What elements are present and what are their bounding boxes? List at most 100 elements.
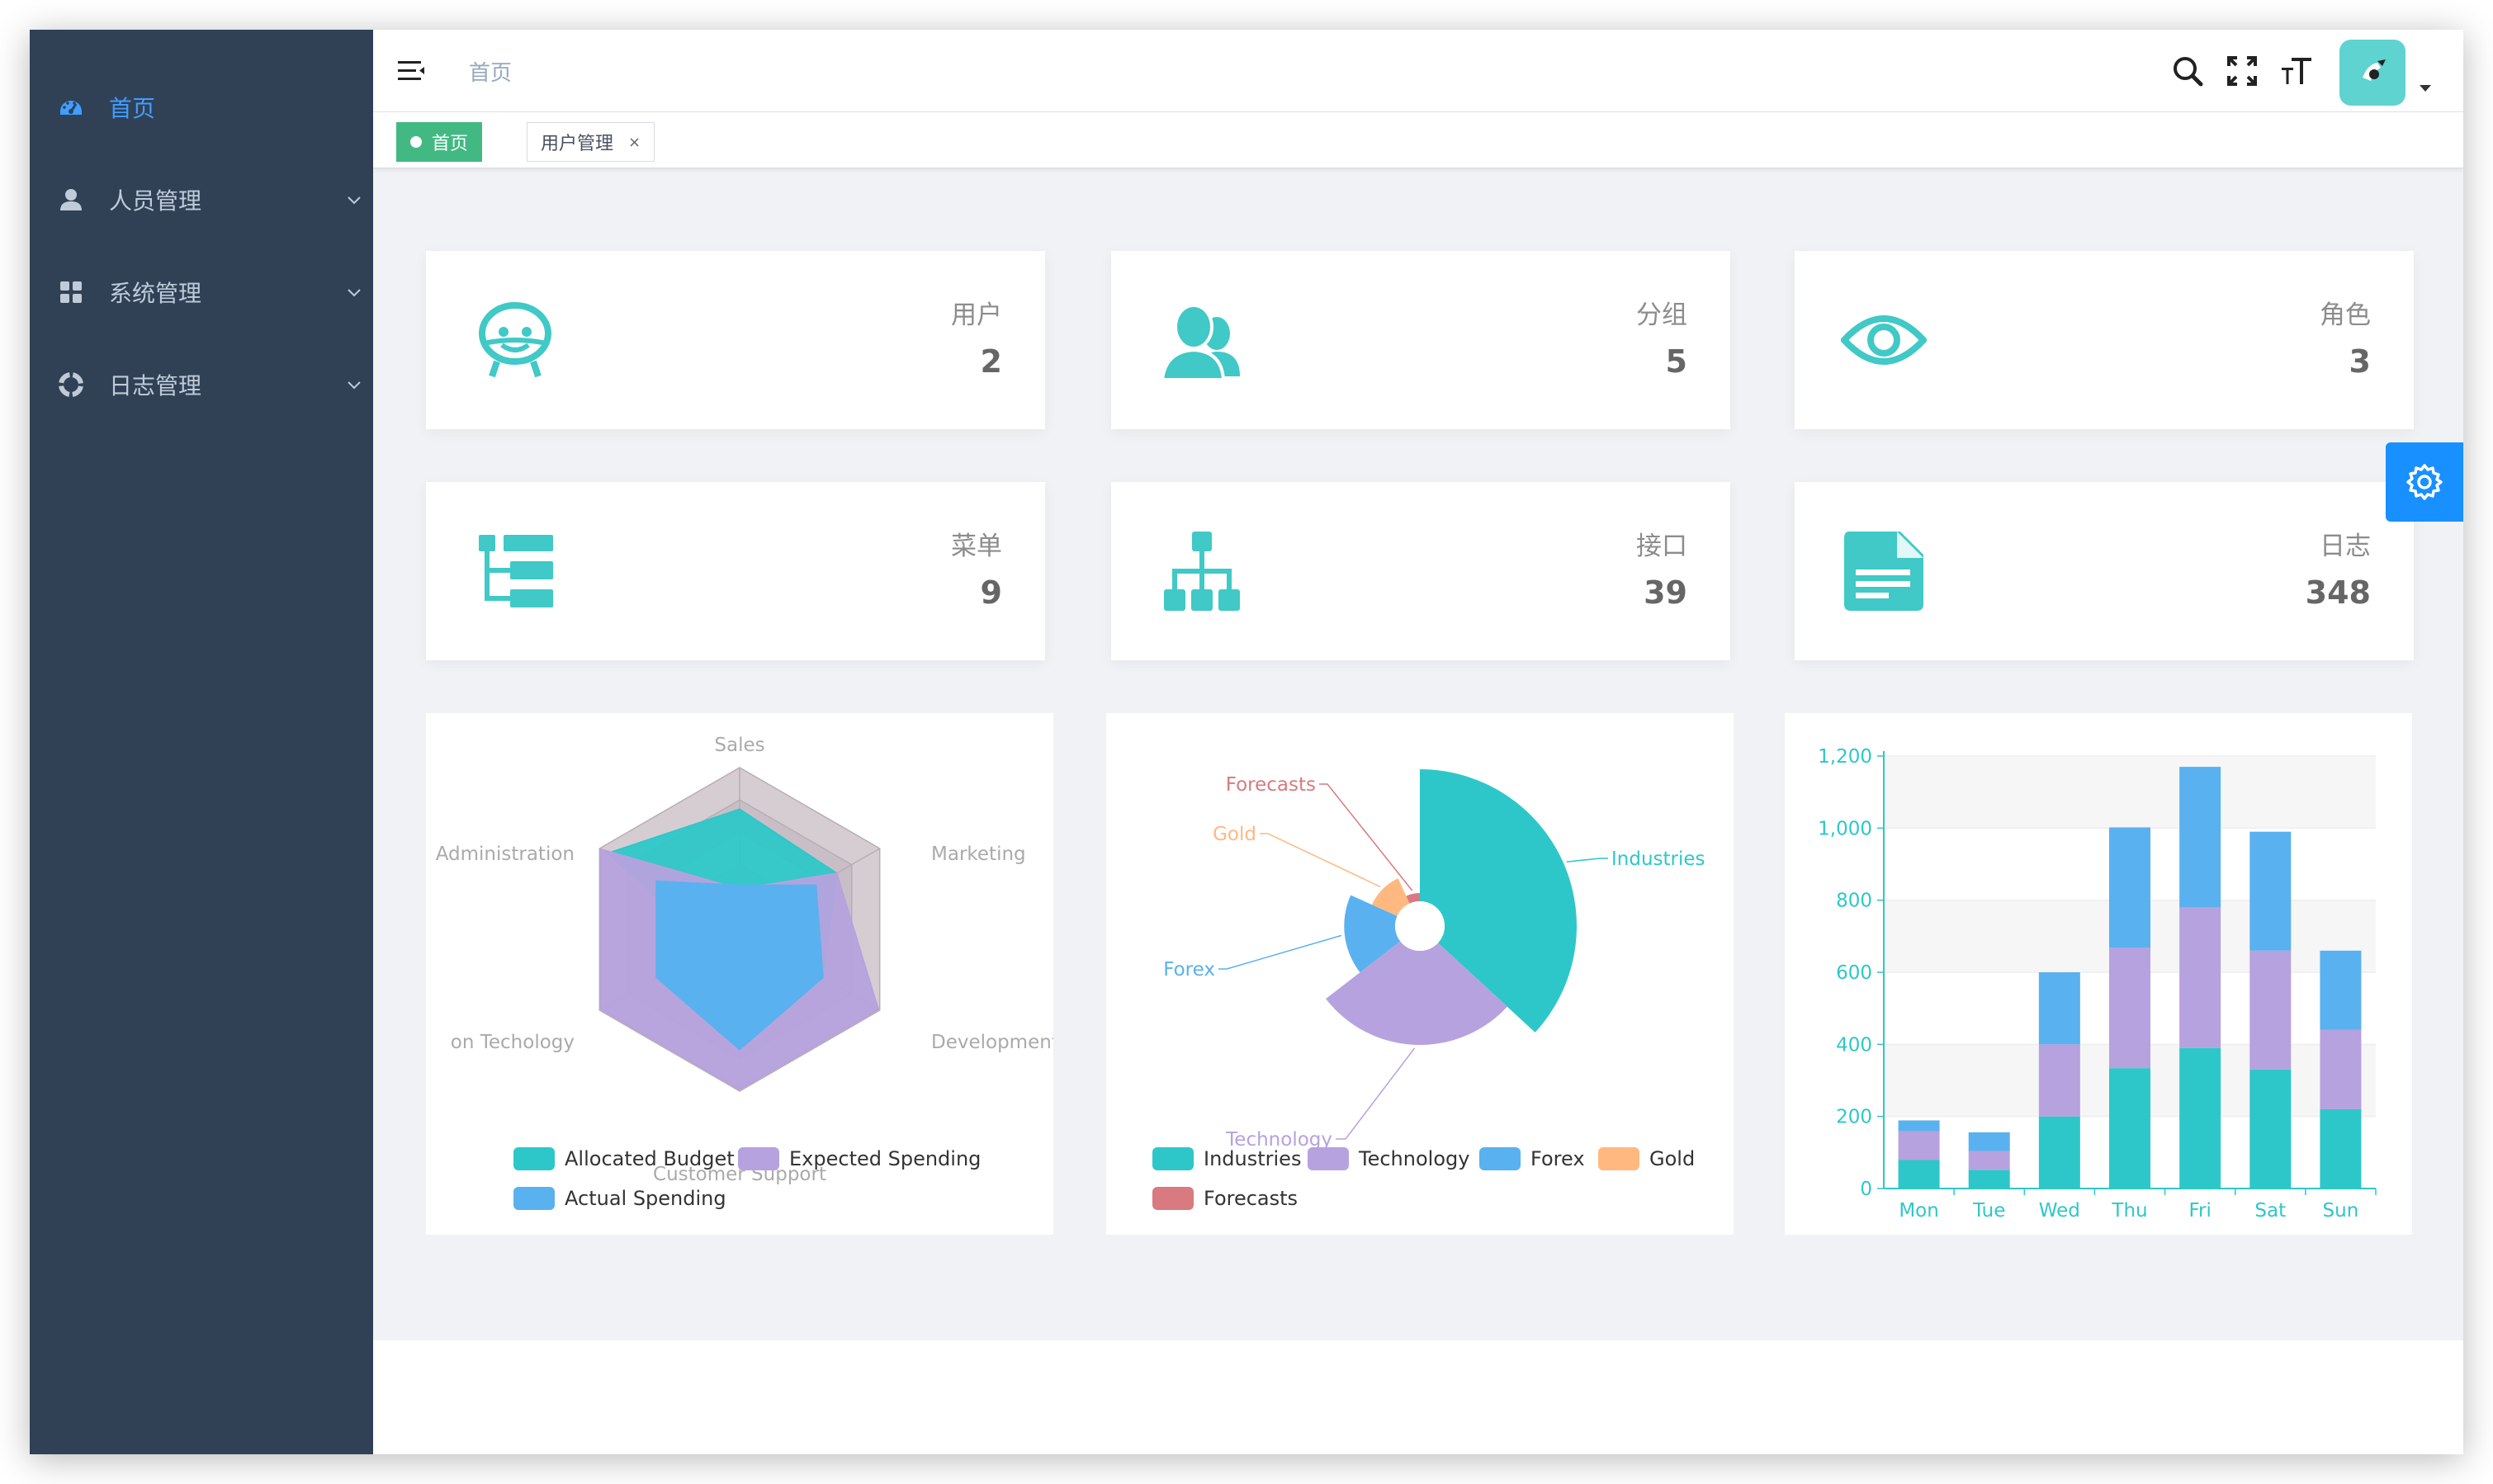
y-tick-label: 800	[1836, 891, 1872, 912]
card-value: 39	[1644, 574, 1687, 611]
legend-item-forex[interactable]: Forex	[1479, 1147, 1585, 1170]
bar-segment	[2179, 907, 2221, 1048]
bar-segment	[2249, 950, 2292, 1070]
pie-label-line	[1260, 833, 1381, 888]
bar-segment	[2179, 1047, 2221, 1189]
active-dot-icon	[410, 136, 422, 148]
card-roles[interactable]: 角色 3	[1795, 251, 2414, 429]
pie-label-line	[1218, 934, 1342, 970]
tag-home[interactable]: 首页	[396, 122, 483, 162]
font-size-icon[interactable]	[2278, 53, 2315, 89]
card-label: 菜单	[951, 532, 1002, 561]
bar-segment	[1968, 1151, 2010, 1170]
sitemap-icon	[1164, 532, 1240, 611]
card-label: 接口	[1636, 532, 1687, 561]
sidebar-item-label: 人员管理	[109, 187, 202, 215]
pie-chart-panel: Industries Technology Forex Gold Forecasts I…	[1106, 713, 1734, 1235]
search-icon[interactable]	[2169, 53, 2206, 89]
bar-segment	[1898, 1160, 1940, 1189]
bar-segment	[2038, 1116, 2080, 1189]
card-users[interactable]: 用户 2	[426, 251, 1045, 429]
grid-band	[1884, 756, 2376, 829]
bar-segment	[2109, 827, 2150, 948]
dashboard-icon	[58, 94, 84, 121]
pie-label-line	[1336, 1047, 1416, 1140]
pie-slice-label: Technology	[1225, 1129, 1332, 1151]
settings-button[interactable]	[2386, 442, 2463, 522]
robot-face-icon	[479, 302, 551, 378]
sidebar-item-label: 日志管理	[109, 372, 202, 399]
avatar[interactable]	[2339, 40, 2405, 106]
main-footer-area	[373, 1340, 2463, 1454]
bar-segment	[1898, 1131, 1940, 1160]
fullscreen-icon[interactable]	[2224, 53, 2260, 89]
y-tick-label: 200	[1836, 1107, 1872, 1128]
app-window: 首页 人员管理 系统管理 日志管理 首页	[30, 30, 2463, 1454]
tag-user-management[interactable]: 用户管理 ×	[527, 122, 655, 162]
bar-segment	[2249, 831, 2292, 951]
x-tick-label: Mon	[1899, 1200, 1939, 1222]
legend-label: Technology	[1359, 1147, 1470, 1170]
chevron-down-icon	[348, 381, 361, 390]
radar-indicator-label: Sales	[714, 735, 764, 756]
radar-indicator-label: Development	[931, 1032, 1053, 1053]
legend-item-gold[interactable]: Gold	[1598, 1147, 1695, 1170]
card-menus[interactable]: 菜单 9	[426, 482, 1045, 660]
chevron-down-icon	[348, 289, 361, 297]
bar-segment	[1968, 1170, 2010, 1189]
card-groups[interactable]: 分组 5	[1111, 251, 1730, 429]
bar-chart-panel: 0 200 400 600 800 1,000 1,200 Mon Tue Wed Thu Fri Sa…	[1785, 713, 2412, 1235]
caret-down-icon[interactable]	[2417, 83, 2434, 94]
gear-icon	[2406, 464, 2443, 500]
breadcrumb[interactable]: 首页	[469, 61, 513, 86]
bar-segment	[2109, 948, 2150, 1069]
bar-segment	[2038, 972, 2080, 1045]
legend-item-allocated-budget[interactable]: Allocated Budget	[513, 1147, 735, 1170]
radar-indicator-label: Marketing	[931, 844, 1026, 865]
sidebar-item-home[interactable]: 首页	[30, 61, 373, 154]
sidebar-item-system[interactable]: 系统管理	[30, 246, 373, 338]
sidebar-item-logs[interactable]: 日志管理	[30, 338, 373, 431]
bar-segment	[2320, 1108, 2362, 1189]
card-value: 3	[2349, 343, 2371, 380]
sidebar-item-personnel[interactable]: 人员管理	[30, 154, 373, 246]
legend-label: Actual Spending	[565, 1187, 726, 1210]
legend-item-actual-spending[interactable]: Actual Spending	[513, 1187, 726, 1210]
legend-item-forecasts[interactable]: Forecasts	[1152, 1187, 1298, 1210]
pie-slice	[1371, 878, 1410, 916]
legend-item-expected-spending[interactable]: Expected Spending	[738, 1147, 981, 1170]
pie-slice	[1420, 769, 1577, 1033]
tag-label: 首页	[432, 134, 469, 154]
card-logs[interactable]: 日志 348	[1795, 482, 2414, 660]
navbar: 首页	[373, 30, 2463, 112]
x-tick-label: Tue	[1972, 1200, 2005, 1222]
card-label: 用户	[951, 300, 1002, 330]
eye-icon	[1841, 315, 1927, 365]
sidebar-item-label: 首页	[109, 95, 156, 122]
bar-segment	[2320, 950, 2362, 1030]
card-apis[interactable]: 接口 39	[1111, 482, 1730, 660]
bar-segment	[1968, 1132, 2010, 1151]
x-tick-label: Wed	[2039, 1200, 2080, 1222]
hamburger-icon[interactable]	[396, 56, 426, 86]
card-value: 9	[980, 574, 1002, 611]
sidebar: 首页 人员管理 系统管理 日志管理	[30, 30, 373, 1454]
bar-segment	[1898, 1120, 1940, 1132]
close-icon[interactable]: ×	[628, 133, 641, 151]
card-value: 5	[1665, 343, 1687, 380]
pie-chart: Industries Technology Forex Gold Forecasts	[1163, 769, 1705, 1151]
x-tick-label: Sun	[2323, 1200, 2359, 1222]
bar-segment	[2038, 1044, 2080, 1117]
document-icon	[1844, 532, 1923, 611]
legend-label: Allocated Budget	[565, 1147, 735, 1170]
pie-slice	[1344, 895, 1401, 973]
legend-item-industries[interactable]: Industries	[1152, 1147, 1301, 1170]
y-tick-label: 1,200	[1818, 746, 1872, 768]
pie-center-hole	[1395, 901, 1445, 951]
legend-item-technology[interactable]: Technology	[1308, 1147, 1469, 1170]
x-tick-label: Fri	[2188, 1200, 2211, 1222]
y-tick-label: 1,000	[1818, 818, 1872, 839]
group-icon	[1160, 304, 1240, 381]
card-label: 角色	[2320, 300, 2371, 330]
